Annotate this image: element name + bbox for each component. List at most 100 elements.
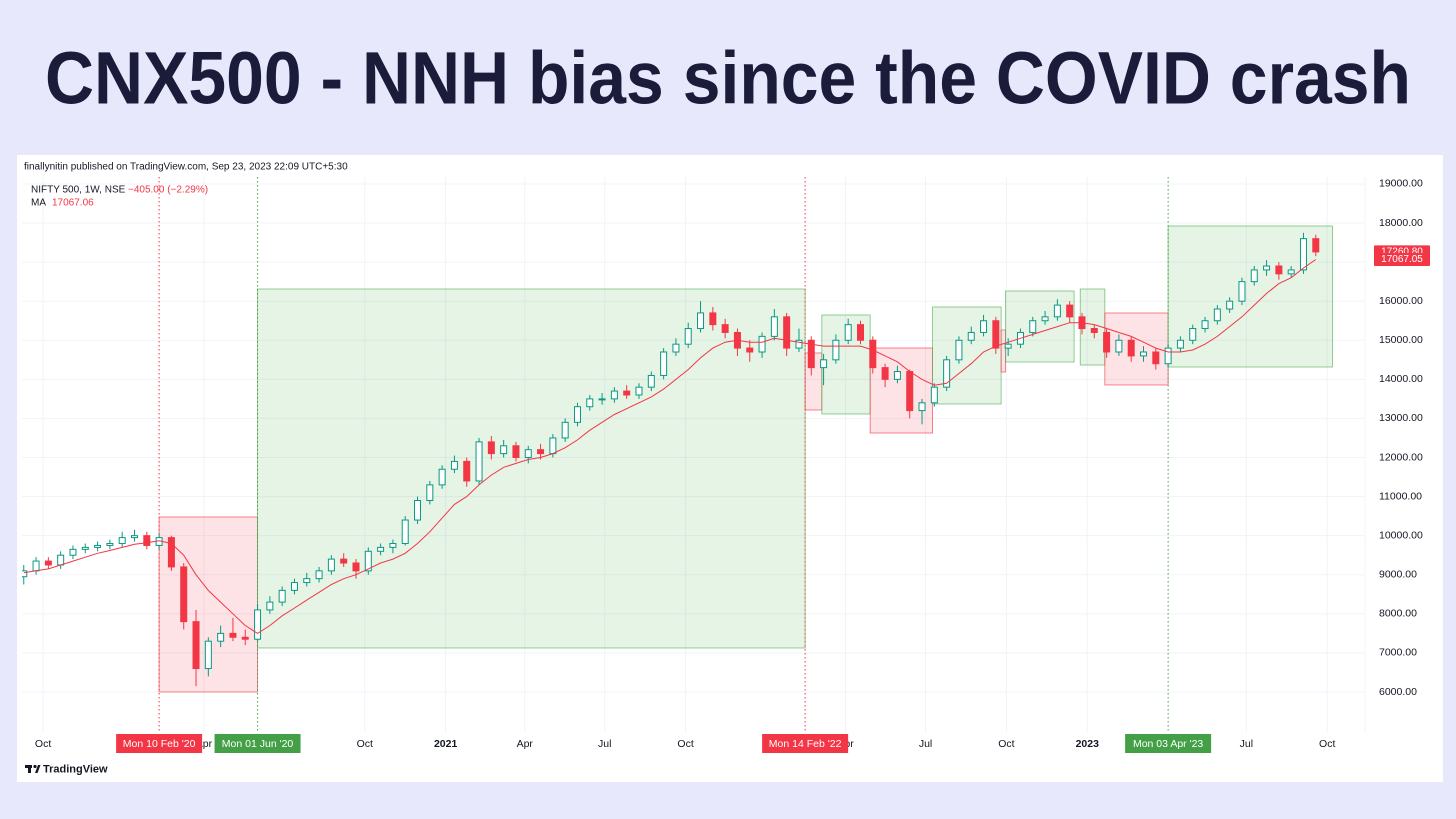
range-box (932, 306, 1002, 405)
candle-body (1029, 320, 1037, 333)
candle-body (44, 560, 52, 566)
candle-body (1041, 316, 1049, 322)
candle-body (586, 398, 594, 408)
candle-body (1066, 304, 1074, 318)
candle-body (684, 328, 692, 345)
x-tick-label: Oct (1319, 738, 1335, 750)
candle-body (106, 542, 114, 546)
candle-body (401, 519, 409, 544)
date-marker-label: Mon 01 Jun '20 (222, 738, 294, 750)
brand-name: TradingView (43, 763, 108, 775)
candle-body (881, 367, 889, 380)
range-box (1000, 329, 1006, 373)
candle-body (930, 386, 938, 404)
candle-body (327, 558, 335, 572)
candle-body (475, 441, 483, 482)
candle-body (1312, 238, 1320, 253)
candle-body (856, 324, 864, 341)
y-tick-label: 12000.00 (1379, 451, 1423, 463)
range-box (257, 288, 806, 649)
candle-body (1004, 343, 1012, 349)
grid (22, 177, 1365, 732)
candle-body (1263, 265, 1271, 271)
legend-ma-value: 17067.06 (52, 198, 94, 209)
page-title: CNX500 - NNH bias since the COVID crash (45, 37, 1411, 120)
range-box (869, 347, 933, 434)
y-tick-label: 18000.00 (1379, 217, 1423, 229)
candle-body (770, 316, 778, 337)
candle-body (1250, 269, 1258, 283)
candle-body (746, 347, 754, 353)
brand-logo (25, 764, 41, 773)
x-tick-label: Jul (598, 738, 611, 750)
candle-body (500, 445, 508, 455)
candle-body (795, 339, 803, 349)
candle-body (967, 331, 975, 341)
candle-body (118, 537, 126, 544)
plot-area (22, 177, 1333, 732)
candle-body (426, 484, 434, 501)
y-tick-label: 16000.00 (1379, 295, 1423, 307)
y-tick-label: 11000.00 (1379, 490, 1422, 502)
candle-body (549, 437, 557, 455)
candle-body (647, 374, 655, 388)
candle-body (807, 339, 815, 369)
candle-body (1189, 328, 1197, 341)
candle-body (364, 550, 372, 572)
date-marker-label: Mon 10 Feb '20 (123, 738, 196, 750)
candle-body (1201, 320, 1209, 330)
range-box (1167, 225, 1333, 368)
x-tick-label: Oct (357, 738, 373, 750)
candle-body (623, 390, 631, 396)
x-tick-label: Apr (517, 738, 534, 750)
y-tick-label: 7000.00 (1379, 647, 1417, 659)
range-box (1005, 290, 1075, 363)
candle-body (1140, 351, 1148, 357)
legend-change: −405.00 (−2.29%) (128, 185, 208, 196)
candle-body (217, 632, 225, 642)
candle-body (377, 546, 385, 552)
candle-body (131, 535, 139, 539)
y-tick-label: 13000.00 (1379, 412, 1423, 424)
x-tick-label: 2021 (434, 738, 458, 750)
candle-body (1287, 269, 1295, 275)
candle-body (1176, 339, 1184, 349)
price-label: 17260.80 (1381, 247, 1423, 258)
candle-body (943, 359, 951, 388)
candle-body (241, 636, 249, 640)
candle-body (180, 566, 188, 623)
candle-body (487, 441, 495, 455)
candle-body (204, 640, 212, 670)
candle-body (869, 339, 877, 369)
candle-body (758, 335, 766, 353)
legend-symbol: NIFTY 500, 1W, NSE (31, 185, 126, 196)
candle-body (389, 542, 397, 548)
candle-body (32, 560, 40, 572)
candle-body (167, 537, 175, 568)
candle-body (610, 390, 618, 400)
price-label: 17067.05 (1381, 254, 1423, 265)
candle-body (635, 386, 643, 396)
candle-body (1053, 304, 1061, 318)
candle-body (832, 339, 840, 361)
date-marker-label: Mon 03 Apr '23 (1133, 738, 1203, 750)
y-tick-label: 10000.00 (1379, 529, 1423, 541)
candle-body (1152, 351, 1160, 365)
x-tick-label: Oct (35, 738, 51, 750)
x-tick-label: Oct (998, 738, 1014, 750)
candle-body (660, 351, 668, 376)
y-tick-label: 6000.00 (1379, 686, 1417, 698)
candle-body (57, 554, 65, 566)
x-tick-label: 2023 (1076, 738, 1100, 750)
candle-body (266, 601, 274, 611)
candle-body (697, 312, 705, 330)
candle-body (561, 421, 569, 439)
candle-body (229, 632, 237, 638)
candle-body (69, 548, 77, 556)
candle-body (1213, 308, 1221, 322)
axes: 6000.00 7000.00 8000.00 9000.00 10000.00 1100… (35, 177, 1430, 753)
x-tick-label: Jul (919, 738, 932, 750)
candle-body (1103, 331, 1111, 353)
date-marker-label-bg (762, 734, 849, 753)
